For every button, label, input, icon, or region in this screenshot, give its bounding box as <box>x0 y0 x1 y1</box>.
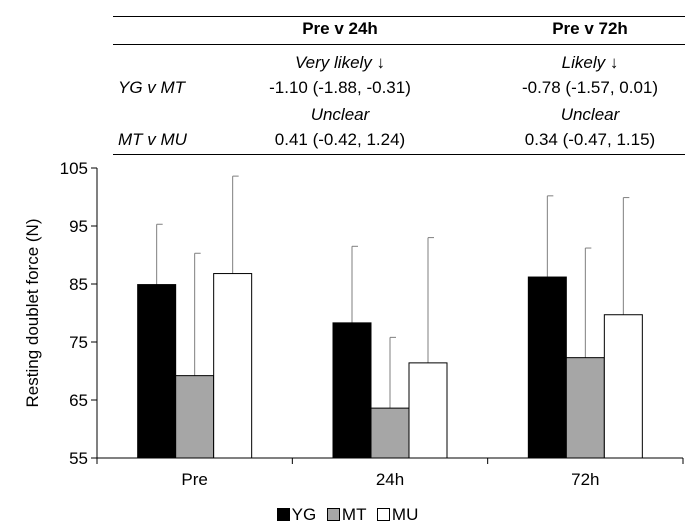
legend-swatch-mt <box>326 508 340 521</box>
table-header-pre-v-72h: Pre v 72h <box>552 19 628 38</box>
bar-yg-24h <box>332 322 372 459</box>
table-header-pre-v-24h: Pre v 24h <box>302 19 378 38</box>
legend-swatch-yg <box>276 508 290 521</box>
bar-yg-72h <box>527 276 567 459</box>
row2-qualifier-24h: Unclear <box>310 105 370 124</box>
legend-swatch-mu <box>376 508 390 521</box>
row2-estimate-24h: 0.41 (-0.42, 1.24) <box>274 130 406 149</box>
table-bottom-rule <box>113 154 685 155</box>
legend-label-mt: MT <box>341 505 367 524</box>
bar-chart: 55 65 75 85 95 105 Resting doublet force (N) Pr… <box>23 159 684 489</box>
y-axis-title: Resting doublet force (N) <box>23 219 42 408</box>
legend-label-mu: MU <box>391 505 419 524</box>
y-tick-label-95: 95 <box>69 217 88 236</box>
row1-estimate-72h: -0.78 (-1.57, 0.01) <box>521 78 659 97</box>
row2-qualifier-72h: Unclear <box>560 105 620 124</box>
y-tick-label-105: 105 <box>60 159 88 178</box>
x-tick-label-24h: 24h <box>376 470 404 489</box>
legend: YG MT MU <box>0 505 689 525</box>
table-header-rule <box>113 44 685 45</box>
table-top-rule <box>113 16 685 17</box>
legend-label-yg: YG <box>291 505 317 524</box>
row1-qualifier-24h: Very likely ↓ <box>294 53 386 72</box>
bar-mt-72h <box>565 357 605 459</box>
x-tick-label-72h: 72h <box>571 470 599 489</box>
row1-qualifier-72h: Likely ↓ <box>561 53 619 72</box>
bar-mu-72h <box>603 314 643 459</box>
y-tick-label-65: 65 <box>69 391 88 410</box>
y-tick-label-85: 85 <box>69 275 88 294</box>
bar-mt-pre <box>175 375 215 459</box>
row2-estimate-72h: 0.34 (-0.47, 1.15) <box>524 130 656 149</box>
bar-mt-24h <box>370 407 410 459</box>
row1-comparison-label: YG v MT <box>118 78 186 97</box>
bar-mu-pre <box>213 273 253 459</box>
bar-mu-24h <box>408 362 448 459</box>
x-tick-label-pre: Pre <box>181 470 207 489</box>
y-tick-label-75: 75 <box>69 333 88 352</box>
row2-comparison-label: MT v MU <box>118 130 187 149</box>
bar-yg-pre <box>137 284 177 459</box>
y-tick-label-55: 55 <box>69 449 88 468</box>
row1-estimate-24h: -1.10 (-1.88, -0.31) <box>269 78 411 97</box>
